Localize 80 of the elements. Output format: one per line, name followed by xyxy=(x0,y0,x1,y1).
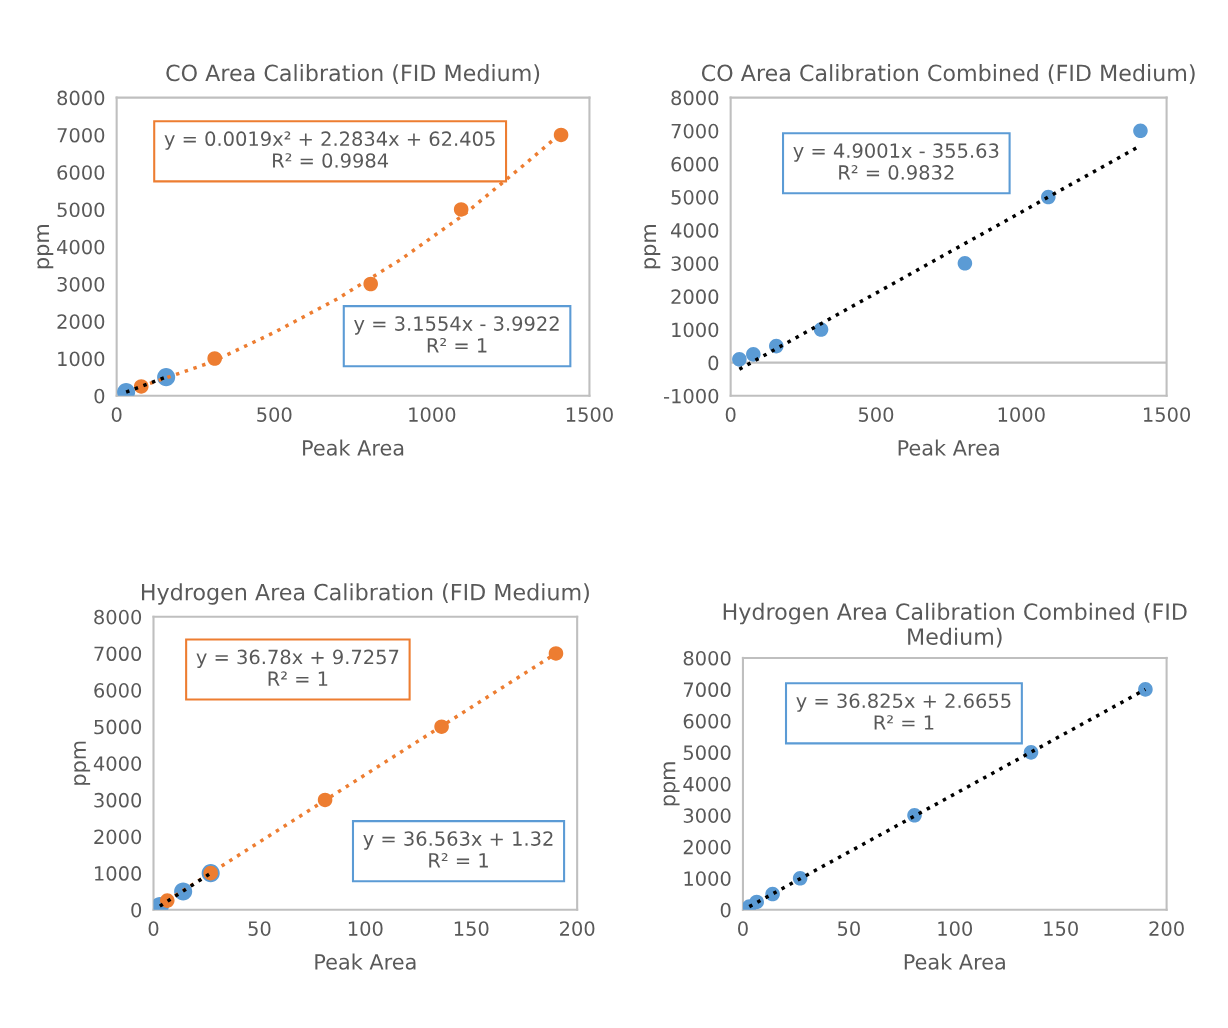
point xyxy=(957,256,973,271)
y-tick-label: 2000 xyxy=(94,829,142,845)
x-axis-title: Peak Area xyxy=(898,439,999,456)
y-tick-label: 5000 xyxy=(94,719,142,735)
x-tick-label: 500 xyxy=(858,407,894,422)
chart-title: CO Area Calibration Combined (FID Medium) xyxy=(701,64,1195,84)
y-tick-label: 8000 xyxy=(94,609,142,625)
y-axis-title: ppm xyxy=(644,225,661,269)
annotation: y = 3.1554x - 3.9922 R² = 1 xyxy=(354,316,559,353)
annotation: y = 36.825x + 2.6655 R² = 1 xyxy=(796,693,1011,730)
y-tick-label: 2000 xyxy=(671,289,719,305)
x-tick-label: 50 xyxy=(837,921,860,936)
y-tick-label: 8000 xyxy=(683,650,731,666)
x-tick-label: 100 xyxy=(348,921,383,936)
annotation: y = 4.9001x - 355.63 R² = 0.9832 xyxy=(793,143,999,180)
point xyxy=(548,646,564,661)
x-tick-label: 150 xyxy=(454,921,489,936)
y-tick-label: 1000 xyxy=(95,866,142,881)
y-tick-label: 8000 xyxy=(671,90,719,106)
y-tick-label: 0 xyxy=(94,388,105,404)
x-tick-label: 1500 xyxy=(1143,407,1191,422)
x-axis-title: Peak Area xyxy=(904,953,1005,970)
point xyxy=(553,127,569,143)
point xyxy=(1138,682,1153,697)
x-tick-label: 0 xyxy=(148,921,159,936)
x-tick-label: 200 xyxy=(1149,921,1184,936)
y-axis-title: ppm xyxy=(74,741,91,785)
y-tick-label: 8000 xyxy=(57,90,105,106)
y-tick-label: 6000 xyxy=(671,156,719,172)
y-tick-label: 7000 xyxy=(94,646,142,662)
y-axis-title: ppm xyxy=(37,225,54,269)
y-tick-label: 1000 xyxy=(58,351,105,367)
x-tick-label: 500 xyxy=(257,407,292,422)
y-tick-label: 3000 xyxy=(94,792,142,808)
y-tick-label: -1000 xyxy=(664,388,719,404)
point xyxy=(746,347,761,362)
annotation: y = 36.78x + 9.7257 R² = 1 xyxy=(196,649,399,686)
chart-title: Hydrogen Area Calibration Combined (FID Medium) xyxy=(723,602,1187,648)
x-tick-label: 50 xyxy=(248,921,271,936)
x-tick-label: 1000 xyxy=(998,407,1045,422)
x-tick-label: 200 xyxy=(560,921,595,936)
x-tick-label: 100 xyxy=(938,921,973,936)
y-tick-label: 3000 xyxy=(683,808,731,823)
y-tick-label: 4000 xyxy=(93,756,142,771)
point xyxy=(732,352,747,367)
y-tick-label: 3000 xyxy=(57,276,105,292)
y-tick-label: 1000 xyxy=(672,322,719,338)
y-tick-label: 0 xyxy=(708,355,719,371)
y-tick-label: 5000 xyxy=(57,202,105,218)
y-tick-label: 6000 xyxy=(683,713,731,729)
y-tick-label: 7000 xyxy=(57,127,105,143)
chart-title: CO Area Calibration (FID Medium) xyxy=(166,64,540,84)
chart-title: Hydrogen Area Calibration (FID Medium) xyxy=(142,583,589,605)
x-axis-title: Peak Area xyxy=(315,953,416,970)
y-tick-label: 2000 xyxy=(683,839,731,855)
x-tick-label: 1500 xyxy=(566,407,613,422)
x-tick-label: 150 xyxy=(1044,921,1078,936)
y-tick-label: 2000 xyxy=(57,314,105,329)
y-tick-label: 4000 xyxy=(57,239,105,255)
annotation: y = 0.0019x² + 2.2834x + 62.405 R² = 0.9984 xyxy=(164,131,495,168)
y-tick-label: 4000 xyxy=(671,223,719,238)
point xyxy=(813,322,829,337)
annotation: y = 36.563x + 1.32 R² = 1 xyxy=(363,831,553,868)
y-tick-label: 1000 xyxy=(684,871,731,886)
y-tick-label: 0 xyxy=(720,902,731,918)
y-tick-label: 7000 xyxy=(671,123,719,139)
y-tick-label: 6000 xyxy=(94,683,142,698)
x-axis-title: Peak Area xyxy=(303,439,404,456)
y-tick-label: 6000 xyxy=(57,165,105,180)
x-tick-label: 0 xyxy=(738,921,748,936)
x-tick-label: 1000 xyxy=(409,407,456,422)
point xyxy=(453,202,469,217)
y-tick-label: 5000 xyxy=(683,745,731,761)
y-tick-label: 3000 xyxy=(671,256,719,271)
y-tick-label: 7000 xyxy=(683,682,731,698)
y-tick-label: 5000 xyxy=(671,189,719,205)
y-tick-label: 4000 xyxy=(683,776,731,792)
point xyxy=(1133,123,1148,139)
y-tick-label: 0 xyxy=(131,902,142,918)
y-axis-title: ppm xyxy=(663,762,680,806)
